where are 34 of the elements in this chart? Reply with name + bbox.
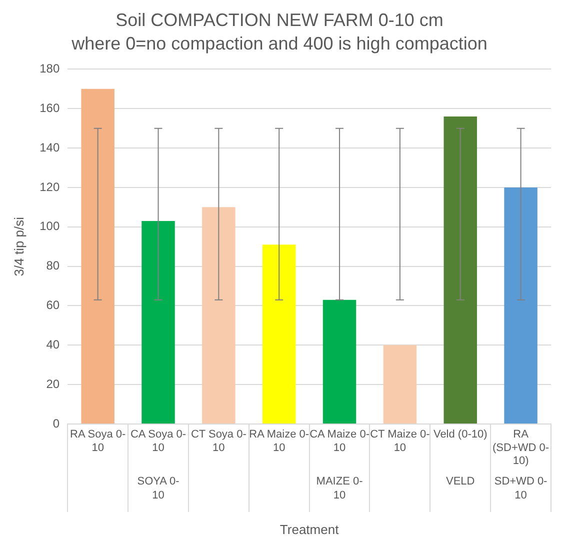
bar <box>322 300 356 424</box>
chart-title: Soil COMPACTION NEW FARM 0-10 cm <box>116 10 444 30</box>
y-tick-label: 180 <box>40 62 60 76</box>
x-axis-title: Treatment <box>280 522 340 537</box>
y-tick-label: 160 <box>40 100 60 115</box>
x-tick-label: RA Soya 0-10 <box>70 428 126 454</box>
text: VELD <box>446 476 475 488</box>
bar <box>81 88 114 424</box>
x-tick-label: CA Soya 0-10 <box>130 428 186 454</box>
y-tick-label: 20 <box>46 376 60 391</box>
y-tick-label: 140 <box>40 140 60 154</box>
y-axis-title: 3/4 tip p/si <box>11 216 26 276</box>
x-tick-label: Veld (0-10) <box>433 428 488 441</box>
bar <box>444 116 477 424</box>
text: SOYA 0-10 <box>137 476 180 502</box>
x-tick-label: CT Soya 0-10 <box>190 428 247 454</box>
y-tick-label: 60 <box>46 298 60 312</box>
chart-subtitle: where 0=no compaction and 400 is high compaction <box>70 33 488 54</box>
bar <box>202 207 236 424</box>
y-tick-label: 120 <box>40 180 60 194</box>
y-tick-label: 80 <box>46 258 60 273</box>
x-tick-label: CA Maize 0-10 <box>310 428 370 454</box>
x-tick-label: CT Maize 0-10 <box>370 428 430 454</box>
bar <box>142 220 175 424</box>
x-tick-label: RA Maize 0-10 <box>249 428 310 454</box>
y-tick-label: 0 <box>52 416 60 430</box>
bar <box>262 244 296 424</box>
y-tick-label: 100 <box>40 219 60 234</box>
y-tick-label: 40 <box>46 337 60 352</box>
text: SD+WD 0-10 <box>494 476 548 502</box>
bar <box>383 345 417 424</box>
text: MAIZE 0-10 <box>316 476 364 502</box>
x-tick-label: RA (SD+WD 0-10) <box>492 428 550 468</box>
bar <box>504 187 538 424</box>
